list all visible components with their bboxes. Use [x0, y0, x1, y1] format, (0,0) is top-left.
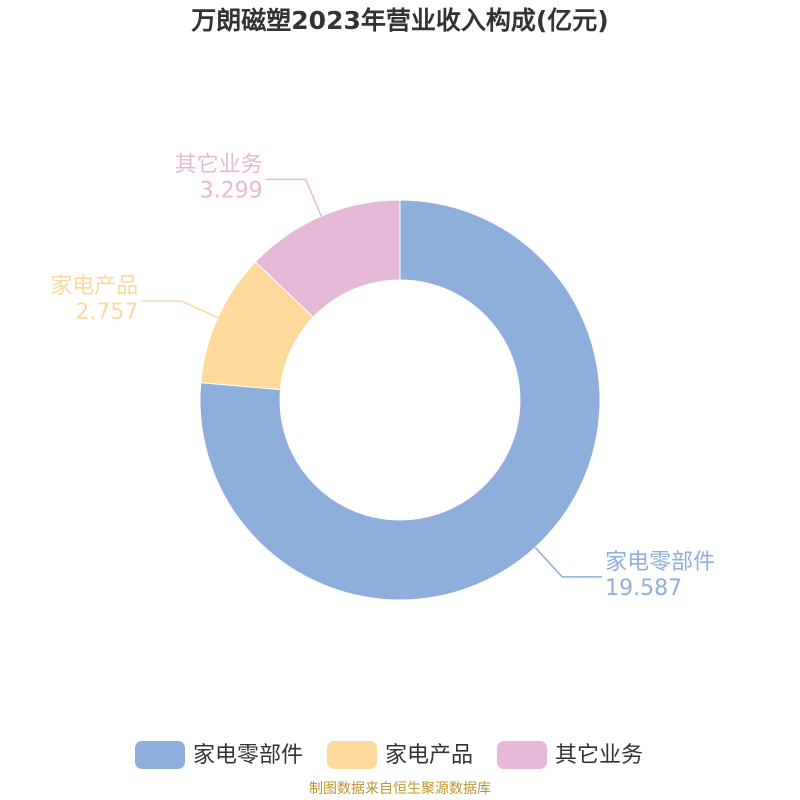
leader-line	[534, 546, 603, 578]
legend-label: 家电零部件	[193, 743, 303, 768]
legend-swatch	[135, 741, 185, 769]
source-note: 制图数据来自恒生聚源数据库	[309, 781, 491, 797]
slice-label: 家电零部件	[605, 550, 715, 575]
legend-label: 家电产品	[385, 743, 473, 768]
pie-slice	[254, 199, 401, 318]
pie-slice	[199, 199, 601, 601]
value-label: 3.299	[200, 178, 263, 203]
value-label: 2.757	[75, 300, 138, 325]
leader-line	[265, 178, 323, 217]
legend-swatch	[497, 741, 548, 769]
slice-label: 家电产品	[50, 274, 138, 299]
chart-title: 万朗磁塑2023年营业收入构成(亿元)	[191, 6, 608, 35]
legend-label: 其它业务	[555, 743, 643, 768]
legend-swatch	[327, 741, 378, 769]
leader-line	[141, 300, 219, 319]
value-label: 19.587	[605, 576, 682, 601]
slice-label: 其它业务	[175, 152, 263, 177]
